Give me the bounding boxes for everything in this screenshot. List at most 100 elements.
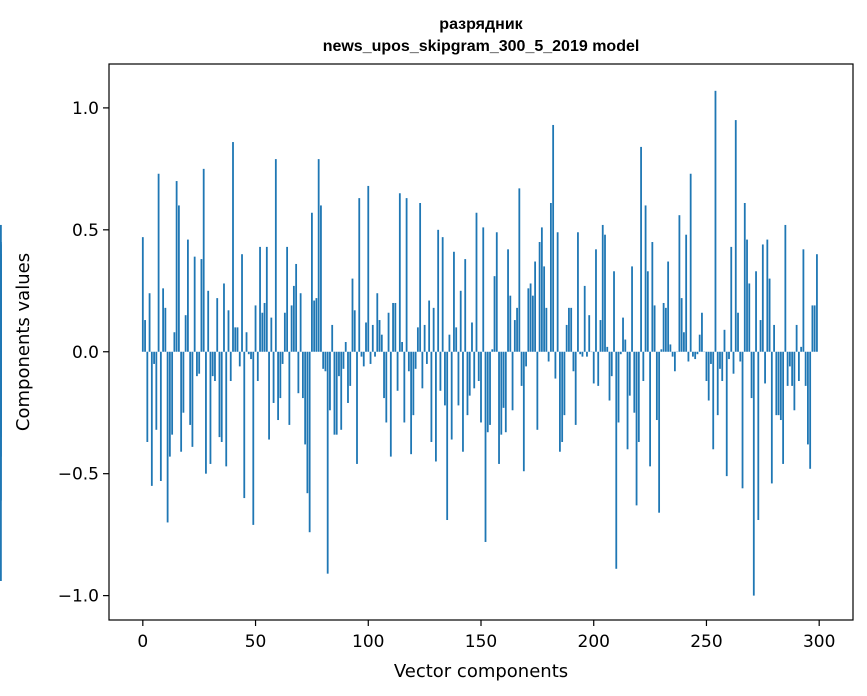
bar-178 xyxy=(543,266,546,352)
bar-222 xyxy=(642,351,645,382)
bar-243 xyxy=(689,173,692,352)
bar-69 xyxy=(297,351,300,394)
bar-124 xyxy=(421,351,424,389)
bar-95 xyxy=(356,351,358,464)
bar-233 xyxy=(667,261,670,352)
bar-88 xyxy=(340,351,343,430)
bar-96 xyxy=(358,198,361,352)
bar-100 xyxy=(367,185,370,352)
bar-99 xyxy=(365,322,367,352)
bar-84 xyxy=(331,324,334,352)
bar-207 xyxy=(608,351,611,401)
bar-103 xyxy=(374,351,376,357)
bar-275 xyxy=(761,244,764,352)
bar-163 xyxy=(509,295,512,352)
bar-220 xyxy=(637,351,640,442)
bar-245 xyxy=(694,351,697,360)
y-tick-label: 0.5 xyxy=(72,221,99,241)
bar-57 xyxy=(270,317,273,352)
bar-246 xyxy=(696,351,699,355)
bar-147 xyxy=(473,351,476,389)
bar-280 xyxy=(773,324,775,352)
bar-219 xyxy=(635,351,638,506)
bar-59 xyxy=(274,159,277,352)
bar-61 xyxy=(279,351,282,399)
bar-288 xyxy=(791,351,794,386)
x-axis-label: Vector components xyxy=(394,661,568,682)
bar-210 xyxy=(615,351,618,569)
bar-258 xyxy=(723,329,726,352)
bar-240 xyxy=(683,332,685,352)
bar-149 xyxy=(477,351,480,382)
bar-24 xyxy=(196,351,198,377)
bar-283 xyxy=(779,351,782,421)
bar-189 xyxy=(568,307,570,352)
bar-254 xyxy=(714,90,717,352)
bar-294 xyxy=(804,351,807,386)
bar-170 xyxy=(525,351,527,367)
bar-71 xyxy=(301,351,304,399)
bar-106 xyxy=(380,334,383,352)
bar-15 xyxy=(175,181,178,352)
bar-93 xyxy=(351,278,354,352)
bar-167 xyxy=(518,188,521,352)
bar-112 xyxy=(394,302,397,352)
bar-123 xyxy=(419,203,422,352)
bar-259 xyxy=(725,351,728,477)
bar-247 xyxy=(698,334,701,352)
bar-284 xyxy=(782,351,785,464)
bar-132 xyxy=(439,351,442,391)
bar-126 xyxy=(425,351,428,364)
bar-137 xyxy=(450,351,453,440)
bar-94 xyxy=(353,310,356,352)
bar-281 xyxy=(775,351,778,416)
bar-238 xyxy=(678,215,681,352)
bar-30 xyxy=(209,351,212,464)
bar-121 xyxy=(414,351,417,369)
bar-217 xyxy=(631,266,633,352)
bar-263 xyxy=(734,120,737,352)
bar-77 xyxy=(315,298,318,352)
bar-186 xyxy=(561,351,564,442)
bar-41 xyxy=(234,327,237,352)
bar-209 xyxy=(613,271,615,352)
bar-208 xyxy=(610,351,613,377)
bar-290 xyxy=(795,324,798,352)
bar-34 xyxy=(218,351,221,438)
bar-225 xyxy=(649,351,651,467)
bar-260 xyxy=(728,351,730,360)
y-axis-label: Components values xyxy=(13,253,34,431)
bar-undefined xyxy=(0,349,2,352)
bar-211 xyxy=(617,351,620,423)
bar-60 xyxy=(277,351,279,421)
bar-232 xyxy=(664,307,667,352)
bar-204 xyxy=(601,224,604,352)
y-axis-ticks: −1.0 −0.5 0.0 0.5 1.0 xyxy=(58,99,109,607)
bar-223 xyxy=(644,205,647,352)
y-tick-label: 0.0 xyxy=(72,343,99,363)
bar-269 xyxy=(748,283,751,352)
bar-285 xyxy=(784,224,787,352)
bar-252 xyxy=(710,351,712,364)
bar-3 xyxy=(148,293,151,352)
bar-148 xyxy=(475,212,478,352)
bar-66 xyxy=(290,305,293,352)
bar-53 xyxy=(261,312,264,352)
chart-subtitle: news_upos_skipgram_300_5_2019 model xyxy=(323,38,640,55)
bar-51 xyxy=(256,351,259,382)
bar-282 xyxy=(777,351,780,416)
y-tick-label: 1.0 xyxy=(72,99,99,119)
bar-234 xyxy=(669,344,672,352)
bar-175 xyxy=(536,351,539,430)
bar-164 xyxy=(511,351,514,411)
bar-2 xyxy=(146,351,149,442)
bar-14 xyxy=(173,332,176,352)
bar-159 xyxy=(500,351,503,435)
bar-56 xyxy=(268,351,270,440)
bar-64 xyxy=(286,246,289,352)
bar-45 xyxy=(243,351,246,499)
bar-191 xyxy=(572,351,575,372)
bar-35 xyxy=(220,351,223,442)
bar-253 xyxy=(712,351,715,450)
bar-153 xyxy=(486,351,489,433)
